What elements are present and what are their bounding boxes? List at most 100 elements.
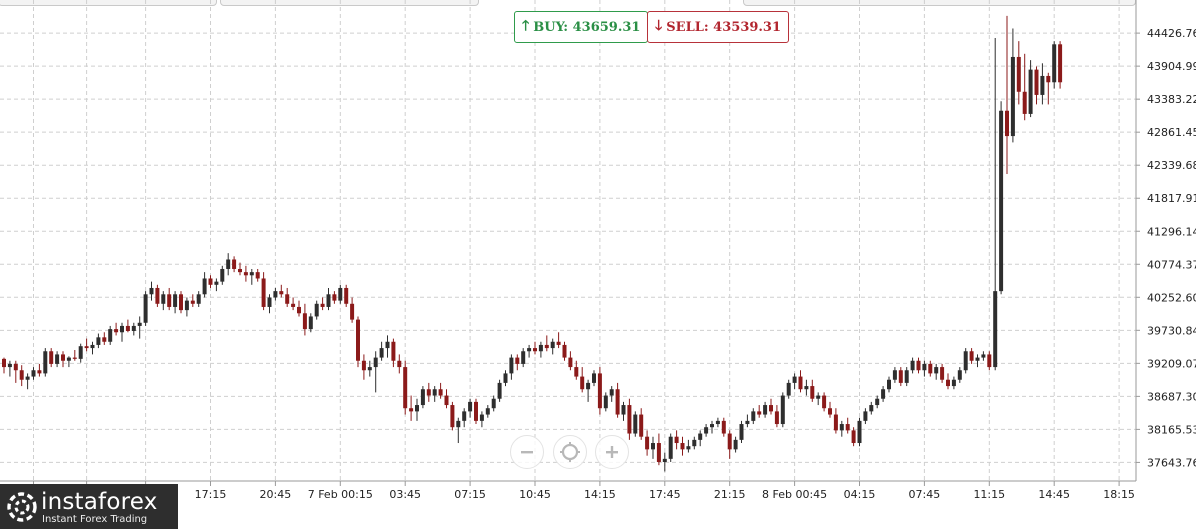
top-tab-left[interactable]: [0, 0, 217, 6]
candle: [969, 348, 974, 364]
candle: [904, 367, 909, 387]
candle-body: [822, 395, 827, 409]
candle: [881, 386, 886, 402]
candle-body: [875, 398, 880, 406]
candle: [822, 392, 827, 412]
candle-body: [1034, 69, 1039, 95]
candle: [934, 363, 939, 380]
candle-body: [238, 268, 242, 273]
candle-body: [1052, 44, 1057, 83]
candle: [963, 348, 968, 374]
candle: [255, 268, 260, 282]
candle: [196, 291, 201, 307]
candle: [603, 392, 608, 412]
candle: [851, 427, 856, 447]
candle-body: [621, 405, 626, 415]
candle-body: [739, 424, 744, 440]
y-tick-label: 39730.84: [1147, 324, 1196, 337]
candle: [96, 333, 101, 349]
candle: [533, 341, 537, 355]
candle-body: [662, 458, 667, 463]
candle: [43, 348, 48, 377]
candle-body: [361, 360, 366, 371]
candle: [143, 291, 148, 326]
candle-body: [769, 405, 773, 412]
candle: [633, 411, 638, 437]
zoom-in-button[interactable]: [595, 435, 629, 469]
candle-body: [344, 287, 349, 304]
candle: [556, 332, 561, 349]
top-tab-middle[interactable]: [220, 0, 479, 6]
candle: [415, 398, 419, 421]
candle: [149, 281, 154, 301]
candle-body: [326, 294, 331, 307]
candle: [491, 395, 496, 412]
candle-body: [450, 405, 455, 428]
candle: [120, 322, 124, 342]
candle: [31, 367, 36, 380]
candle: [922, 360, 927, 377]
candle-body: [1040, 75, 1045, 95]
candle-body: [31, 370, 36, 377]
y-tick-label: 38165.53: [1147, 423, 1196, 436]
candle: [37, 363, 42, 377]
candle: [987, 351, 992, 371]
candle: [450, 401, 455, 431]
buy-quote-button[interactable]: 🡑 BUY: 43659.31: [514, 11, 649, 43]
y-tick-label: 41296.14: [1147, 225, 1196, 238]
candle-body: [692, 439, 697, 447]
candle-body: [208, 278, 213, 285]
candle: [662, 452, 667, 472]
candle: [869, 401, 874, 415]
candle-body: [627, 405, 632, 434]
arrow-down-icon: 🡓: [655, 18, 663, 34]
candle-body: [839, 424, 844, 431]
candle: [173, 291, 178, 314]
sell-quote-button[interactable]: 🡓 SELL: 43539.31: [647, 11, 790, 43]
candle: [438, 382, 443, 399]
candle-body: [586, 382, 591, 390]
candle: [686, 439, 691, 453]
candle-body: [338, 287, 343, 301]
candle-body: [320, 303, 325, 307]
candle-body: [774, 411, 779, 425]
candle-body: [55, 354, 60, 364]
candle-body: [1046, 75, 1051, 83]
reset-zoom-button[interactable]: [553, 435, 587, 469]
y-tick-label: 42339.68: [1147, 159, 1196, 172]
candle: [887, 376, 891, 393]
candle: [538, 341, 543, 358]
x-tick-label: 14:15: [584, 488, 616, 501]
candle-body: [25, 376, 30, 380]
candle: [951, 376, 956, 390]
candle-body: [108, 329, 113, 342]
candle: [645, 430, 650, 456]
candle-body: [828, 408, 832, 415]
candle-body: [161, 294, 166, 304]
candle: [367, 360, 372, 377]
candle-body: [562, 344, 567, 358]
candle-body: [656, 443, 661, 463]
candle-body: [420, 389, 425, 406]
candle: [497, 379, 502, 402]
candle-body: [131, 325, 136, 332]
y-tick-label: 43904.99: [1147, 60, 1196, 73]
candle-body: [7, 363, 12, 368]
candle: [574, 360, 579, 380]
candle-body: [391, 341, 396, 361]
candle: [420, 386, 425, 409]
candle: [279, 284, 284, 298]
candle-body: [639, 414, 644, 437]
candle-body: [509, 357, 514, 374]
x-tick-label: 17:15: [195, 488, 227, 501]
candle-body: [533, 348, 537, 352]
zoom-out-button[interactable]: [510, 435, 544, 469]
buy-quote-label: BUY: 43659.31: [533, 19, 641, 35]
candle: [397, 354, 402, 374]
candle: [78, 343, 83, 363]
candle-body: [698, 433, 703, 440]
candle: [114, 322, 119, 336]
candle-body: [167, 294, 172, 307]
candle-body: [710, 424, 714, 428]
